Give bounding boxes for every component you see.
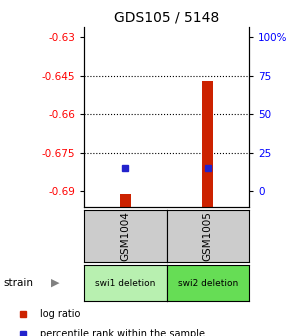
Text: swi1 deletion: swi1 deletion [95, 279, 155, 288]
Bar [202, 81, 213, 207]
Text: swi2 deletion: swi2 deletion [178, 279, 238, 288]
Text: strain: strain [3, 278, 33, 288]
Title: GDS105 / 5148: GDS105 / 5148 [114, 10, 219, 24]
Text: GSM1004: GSM1004 [120, 211, 130, 261]
Bar [120, 194, 130, 207]
Text: GSM1005: GSM1005 [203, 211, 213, 261]
Text: ▶: ▶ [51, 278, 60, 288]
Text: percentile rank within the sample: percentile rank within the sample [40, 329, 205, 336]
Text: log ratio: log ratio [40, 309, 80, 319]
